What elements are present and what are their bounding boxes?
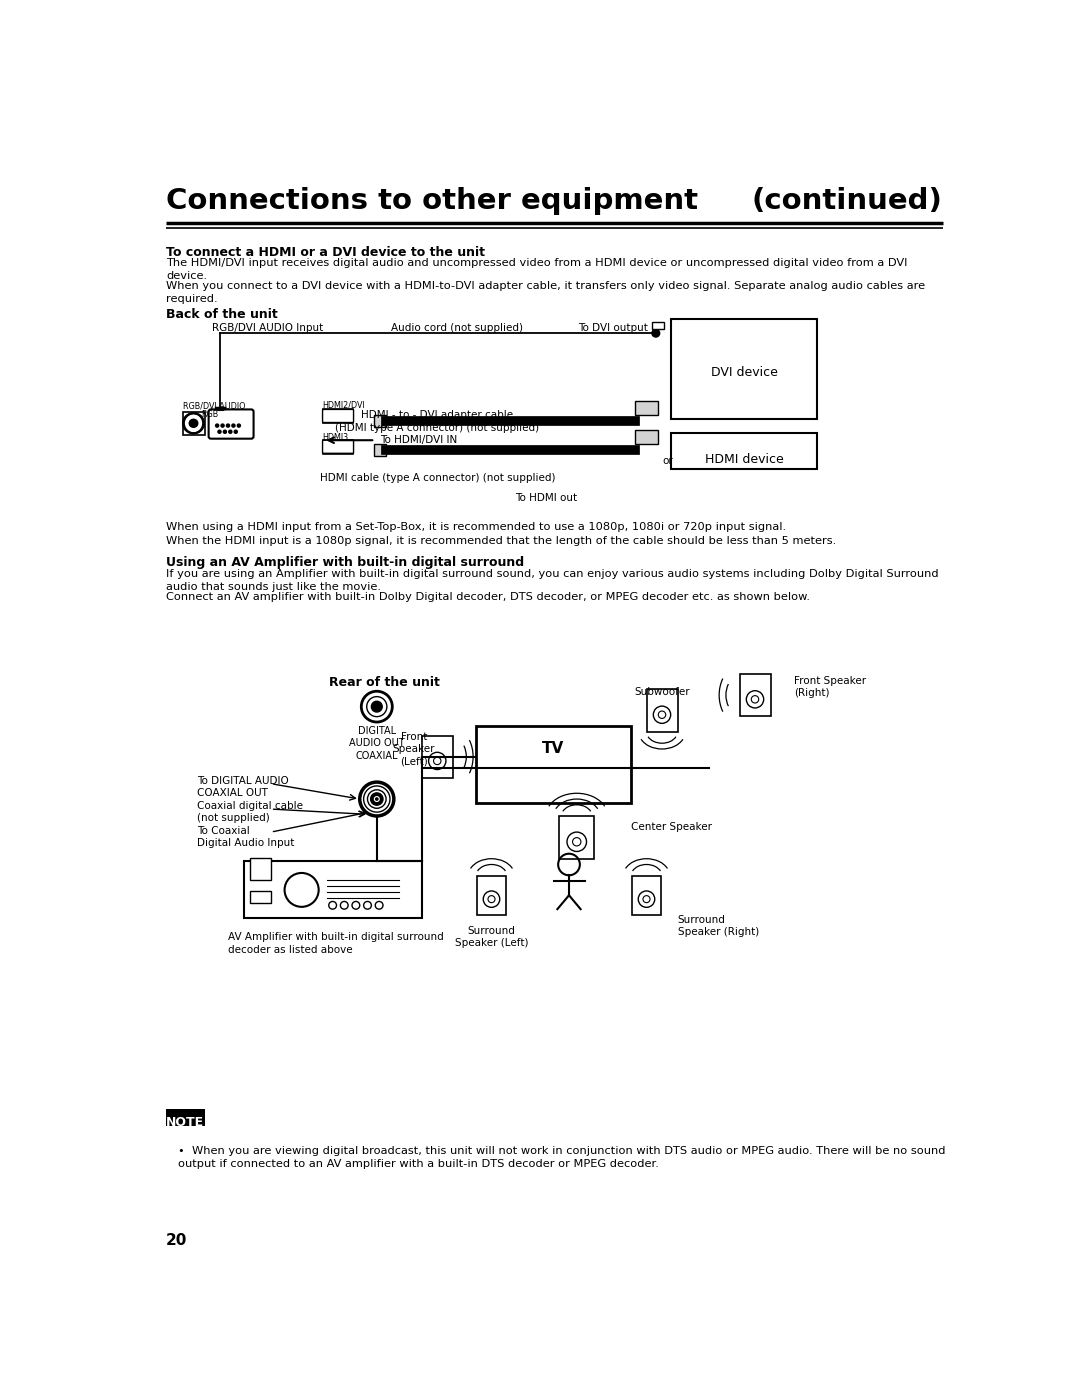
- Text: NOTE: NOTE: [166, 1116, 204, 1129]
- Bar: [635, 401, 658, 415]
- Bar: [183, 412, 205, 434]
- Bar: [672, 433, 816, 469]
- Bar: [323, 409, 353, 423]
- Text: Audio cord (not supplied): Audio cord (not supplied): [391, 323, 523, 332]
- Circle shape: [370, 793, 383, 805]
- Text: or: or: [662, 457, 673, 467]
- Text: Connect an AV amplifier with built-in Dolby Digital decoder, DTS decoder, or MPE: Connect an AV amplifier with built-in Do…: [166, 592, 810, 602]
- Circle shape: [224, 430, 227, 433]
- Text: To Coaxial
Digital Audio Input: To Coaxial Digital Audio Input: [197, 826, 295, 848]
- Text: RGB/DVI AUDIO: RGB/DVI AUDIO: [183, 402, 245, 411]
- FancyBboxPatch shape: [323, 409, 353, 422]
- Circle shape: [652, 330, 660, 337]
- Circle shape: [372, 701, 382, 712]
- Bar: [647, 689, 677, 732]
- Text: Connections to other equipment: Connections to other equipment: [166, 187, 698, 215]
- FancyBboxPatch shape: [323, 440, 353, 453]
- Circle shape: [218, 430, 221, 433]
- Text: Front
Speaker
(Left): Front Speaker (Left): [393, 732, 435, 767]
- Text: RGB: RGB: [201, 411, 218, 419]
- Text: When you connect to a DVI device with a HDMI-to-DVI adapter cable, it transfers : When you connect to a DVI device with a …: [166, 281, 926, 305]
- Text: To connect a HDMI or a DVI device to the unit: To connect a HDMI or a DVI device to the…: [166, 246, 485, 260]
- Text: To DVI output: To DVI output: [578, 323, 648, 332]
- Circle shape: [229, 430, 232, 433]
- Bar: [249, 858, 271, 880]
- Bar: [422, 735, 453, 778]
- Text: Surround
Speaker (Right): Surround Speaker (Right): [677, 915, 759, 937]
- Bar: [166, 1109, 205, 1126]
- Circle shape: [227, 425, 230, 427]
- Text: HDMI cable (type A connector) (not supplied): HDMI cable (type A connector) (not suppl…: [320, 474, 555, 483]
- Circle shape: [189, 419, 197, 427]
- Bar: [652, 321, 663, 330]
- Text: Coaxial digital cable
(not supplied): Coaxial digital cable (not supplied): [197, 800, 303, 823]
- Text: Surround
Speaker (Left): Surround Speaker (Left): [455, 926, 528, 949]
- Text: HDMI - to - DVI adapter cable
(HDMI type A connector) (not supplied): HDMI - to - DVI adapter cable (HDMI type…: [335, 411, 539, 433]
- Bar: [323, 440, 353, 454]
- Bar: [476, 726, 631, 803]
- Circle shape: [234, 430, 238, 433]
- Text: •  When you are viewing digital broadcast, this unit will not work in conjunctio: • When you are viewing digital broadcast…: [177, 1146, 945, 1169]
- Circle shape: [375, 796, 379, 802]
- Circle shape: [221, 425, 225, 427]
- Bar: [476, 876, 507, 915]
- Text: To DIGITAL AUDIO
COAXIAL OUT: To DIGITAL AUDIO COAXIAL OUT: [197, 775, 288, 798]
- Bar: [559, 816, 594, 859]
- Circle shape: [238, 425, 241, 427]
- Text: Front Speaker
(Right): Front Speaker (Right): [794, 676, 866, 698]
- Bar: [632, 876, 661, 915]
- Bar: [243, 861, 422, 918]
- Text: Center Speaker: Center Speaker: [631, 823, 712, 833]
- Text: If you are using an Amplifier with built-in digital surround sound, you can enjo: If you are using an Amplifier with built…: [166, 569, 939, 592]
- Text: TV: TV: [542, 742, 565, 756]
- Text: Subwoofer: Subwoofer: [634, 687, 690, 697]
- Text: AV Amplifier with built-in digital surround
decoder as listed above: AV Amplifier with built-in digital surro…: [228, 932, 444, 954]
- Text: HDMI device: HDMI device: [705, 453, 783, 465]
- Text: Back of the unit: Back of the unit: [166, 307, 278, 321]
- Bar: [374, 444, 387, 457]
- Text: DVI device: DVI device: [711, 366, 778, 379]
- Circle shape: [376, 798, 378, 800]
- Text: To HDMI out: To HDMI out: [515, 493, 577, 503]
- Bar: [249, 891, 271, 902]
- Text: Rear of the unit: Rear of the unit: [328, 676, 440, 689]
- Bar: [635, 430, 658, 444]
- Text: HDMI3: HDMI3: [322, 433, 348, 443]
- Text: DIGITAL
AUDIO OUT
COAXIAL: DIGITAL AUDIO OUT COAXIAL: [349, 726, 405, 761]
- Bar: [374, 415, 387, 427]
- Text: Using an AV Amplifier with built-in digital surround: Using an AV Amplifier with built-in digi…: [166, 556, 524, 570]
- Bar: [672, 320, 816, 419]
- Text: (continued): (continued): [752, 187, 943, 215]
- Bar: [740, 673, 770, 717]
- Circle shape: [232, 425, 235, 427]
- Text: HDMI2/DVI: HDMI2/DVI: [322, 401, 365, 409]
- Circle shape: [216, 425, 219, 427]
- Text: 20: 20: [166, 1232, 187, 1248]
- Text: When using a HDMI input from a Set-Top-Box, it is recommended to use a 1080p, 10: When using a HDMI input from a Set-Top-B…: [166, 522, 836, 546]
- FancyBboxPatch shape: [208, 409, 254, 439]
- Circle shape: [190, 419, 198, 427]
- Text: The HDMI/DVI input receives digital audio and uncompressed video from a HDMI dev: The HDMI/DVI input receives digital audi…: [166, 257, 907, 281]
- Text: RGB/DVI AUDIO Input: RGB/DVI AUDIO Input: [213, 323, 324, 332]
- Text: To HDMI/DVI IN: To HDMI/DVI IN: [380, 434, 457, 444]
